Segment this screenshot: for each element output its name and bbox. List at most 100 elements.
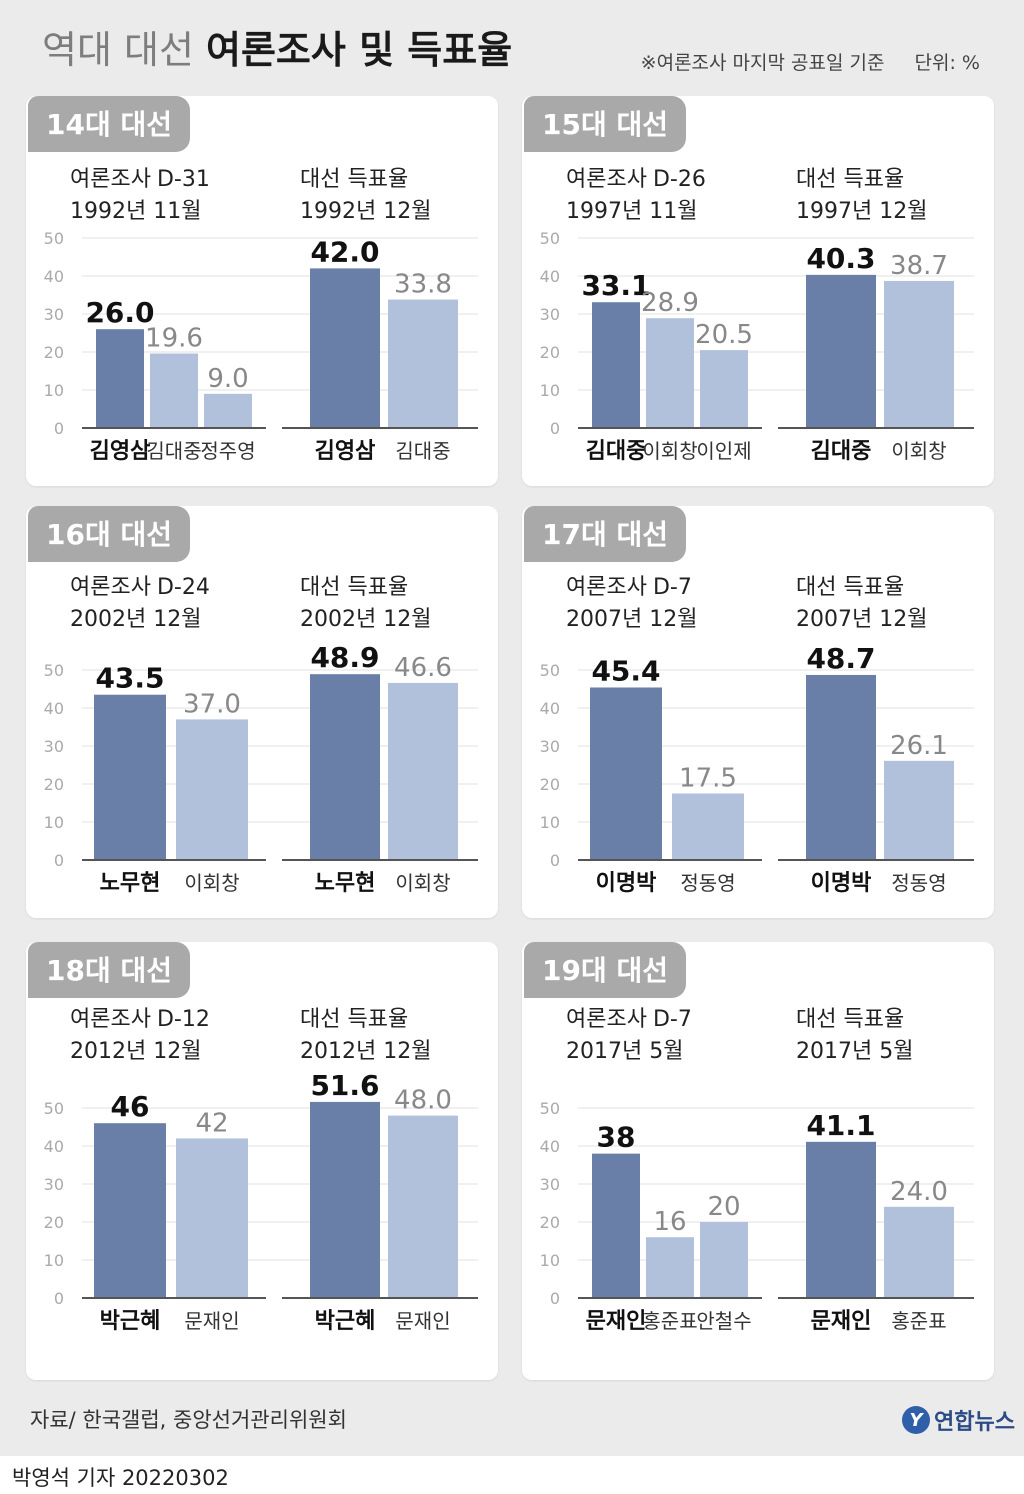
- candidate-name: 이회창: [642, 439, 697, 463]
- election-tab: 17대 대선: [524, 506, 686, 562]
- candidate-bar: [204, 393, 252, 428]
- winner-bar: [806, 1141, 876, 1298]
- winner-bar: [310, 268, 380, 428]
- bar-chart: 0 10 20 30 40 50 33.1 김대중 28.9 이회창 20.5 이인제 40.3 김대중 3…: [540, 229, 974, 464]
- result-heading: 대선 득표율 2002년 12월: [300, 572, 431, 636]
- y-tick-label: 50: [44, 1099, 64, 1118]
- candidate-bar: [150, 353, 198, 428]
- y-tick-label: 50: [540, 1099, 560, 1118]
- poll-heading: 여론조사 D-7 2007년 12월: [566, 572, 697, 636]
- value-label: 48.9: [310, 641, 379, 674]
- poll-date: 2017년 5월: [566, 1039, 684, 1064]
- y-tick-label: 10: [44, 381, 64, 400]
- candidate-name: 문재인: [811, 1309, 872, 1334]
- y-tick-label: 30: [44, 737, 64, 756]
- value-label: 19.6: [145, 324, 203, 354]
- winner-bar: [592, 302, 640, 428]
- yonhap-logo: Y 연합뉴스: [902, 1404, 1015, 1436]
- candidate-name: 이명박: [596, 871, 657, 896]
- value-label: 17.5: [679, 764, 737, 794]
- result-heading: 대선 득표율 2007년 12월: [796, 572, 927, 636]
- logo-mark-icon: Y: [902, 1406, 930, 1434]
- y-tick-label: 0: [550, 1289, 560, 1308]
- winner-bar: [806, 674, 876, 860]
- poll-date: 2012년 12월: [70, 1039, 202, 1064]
- y-tick-label: 20: [540, 1213, 560, 1232]
- y-tick-label: 50: [540, 661, 560, 680]
- value-label: 16: [653, 1207, 686, 1237]
- candidate-bar: [672, 793, 744, 860]
- value-label: 28.9: [641, 288, 699, 318]
- candidate-name: 이회창: [184, 871, 239, 895]
- poll-heading: 여론조사 D-7 2017년 5월: [566, 1004, 692, 1068]
- value-label: 42: [195, 1108, 228, 1138]
- candidate-bar: [176, 1138, 248, 1298]
- poll-label: 여론조사: [70, 575, 151, 600]
- poll-date: 2002년 12월: [70, 607, 202, 632]
- candidate-name: 문재인: [586, 1309, 647, 1334]
- value-label: 48.7: [806, 642, 875, 675]
- y-tick-label: 10: [44, 813, 64, 832]
- unit-text: 단위: %: [914, 52, 980, 74]
- y-tick-label: 20: [44, 775, 64, 794]
- value-label: 9.0: [207, 364, 248, 394]
- candidate-bar: [176, 719, 248, 860]
- note-text: ※여론조사 마지막 공표일 기준: [640, 52, 885, 74]
- page-title: 역대 대선 여론조사 및 득표율: [42, 26, 512, 74]
- candidate-bar: [884, 1206, 954, 1298]
- y-tick-label: 40: [44, 1137, 64, 1156]
- bar-chart: 0 10 20 30 40 50 45.4 이명박 17.5 정동영 48.7 이명박 26.1 정동영: [540, 642, 974, 896]
- candidate-bar: [884, 760, 954, 860]
- bar-chart: 0 10 20 30 40 50 43.5 노무현 37.0 이회창 48.9 노무현 46.6 이회창: [44, 641, 478, 896]
- y-tick-label: 10: [540, 813, 560, 832]
- poll-heading: 여론조사 D-31 1992년 11월: [70, 164, 210, 228]
- panel-17: 17대 대선 여론조사 D-7 2007년 12월 대선 득표율 2007년 12…: [522, 506, 994, 918]
- value-label: 26.0: [85, 296, 154, 329]
- election-tab: 18대 대선: [28, 942, 190, 998]
- y-tick-label: 40: [44, 699, 64, 718]
- winner-bar: [96, 329, 144, 428]
- result-label: 대선 득표율: [300, 167, 409, 192]
- result-heading: 대선 득표율 2017년 5월: [796, 1004, 913, 1068]
- poll-date: 1997년 11월: [566, 199, 698, 224]
- value-label: 38.7: [890, 251, 948, 281]
- bar-chart: 0 10 20 30 40 50 38 문재인 16 홍준표 20 안철수 41.1 문재인 24.0 홍준표: [540, 1099, 974, 1334]
- election-tab: 14대 대선: [28, 96, 190, 152]
- poll-heading: 여론조사 D-24 2002년 12월: [70, 572, 210, 636]
- candidate-bar: [700, 350, 748, 428]
- y-tick-label: 40: [540, 267, 560, 286]
- poll-date: 1992년 11월: [70, 199, 202, 224]
- candidate-name: 김대중: [395, 439, 450, 463]
- candidate-name: 노무현: [100, 871, 161, 896]
- winner-bar: [310, 1101, 380, 1298]
- winner-bar: [590, 687, 662, 860]
- value-label: 20: [707, 1192, 740, 1222]
- y-tick-label: 30: [44, 1175, 64, 1194]
- result-date: 2017년 5월: [796, 1039, 914, 1064]
- y-tick-label: 30: [540, 305, 560, 324]
- value-label: 37.0: [183, 689, 241, 719]
- election-tab: 15대 대선: [524, 96, 686, 152]
- y-tick-label: 0: [54, 419, 64, 438]
- value-label: 46.6: [394, 653, 452, 683]
- candidate-name: 홍준표: [642, 1309, 697, 1333]
- candidate-bar: [646, 318, 694, 428]
- y-tick-label: 30: [44, 305, 64, 324]
- election-tab: 16대 대선: [28, 506, 190, 562]
- candidate-name: 김대중: [811, 439, 872, 464]
- panel-14: 14대 대선 여론조사 D-31 1992년 11월 대선 득표율 1992년 1…: [26, 96, 498, 486]
- panel-19: 19대 대선 여론조사 D-7 2017년 5월 대선 득표율 2017년 5월 …: [522, 942, 994, 1380]
- value-label: 43.5: [95, 662, 164, 695]
- value-label: 40.3: [806, 242, 875, 275]
- poll-dday: D-31: [156, 167, 210, 192]
- value-label: 45.4: [591, 654, 660, 687]
- poll-heading: 여론조사 D-12 2012년 12월: [70, 1004, 210, 1068]
- y-tick-label: 20: [44, 1213, 64, 1232]
- poll-dday: D-7: [652, 1007, 692, 1032]
- value-label: 41.1: [806, 1109, 875, 1142]
- title-light: 역대 대선: [42, 28, 194, 72]
- y-tick-label: 40: [540, 1137, 560, 1156]
- candidate-name: 김영삼: [90, 439, 151, 464]
- candidate-bar: [388, 299, 458, 428]
- source-text: 자료/ 한국갤럽, 중앙선거관리위원회: [30, 1408, 347, 1432]
